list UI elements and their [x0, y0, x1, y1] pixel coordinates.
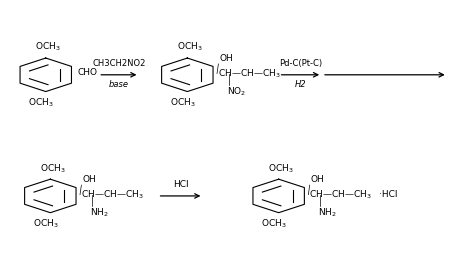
- Text: ·HCl: ·HCl: [379, 190, 397, 199]
- Text: CH—CH—CH$_3$: CH—CH—CH$_3$: [81, 188, 144, 201]
- Text: OH: OH: [219, 54, 233, 63]
- Text: HCl: HCl: [173, 180, 188, 189]
- Text: OH: OH: [82, 175, 96, 184]
- Text: OCH$_3$: OCH$_3$: [268, 162, 294, 175]
- Text: Pd-C(Pt-C): Pd-C(Pt-C): [279, 59, 322, 68]
- Text: CH—CH—CH$_3$: CH—CH—CH$_3$: [218, 67, 281, 80]
- Text: NH$_2$: NH$_2$: [318, 207, 337, 219]
- Text: OCH$_3$: OCH$_3$: [33, 217, 59, 230]
- Text: NO$_2$: NO$_2$: [227, 86, 247, 98]
- Text: OCH$_3$: OCH$_3$: [28, 96, 54, 109]
- Text: CH—CH—CH$_3$: CH—CH—CH$_3$: [309, 188, 372, 201]
- Text: OCH$_3$: OCH$_3$: [40, 162, 65, 175]
- Text: CH3CH2NO2: CH3CH2NO2: [92, 59, 145, 68]
- Text: base: base: [109, 80, 129, 89]
- Text: OH: OH: [311, 175, 324, 184]
- Text: H2: H2: [295, 80, 306, 89]
- Text: NH$_2$: NH$_2$: [90, 207, 109, 219]
- Text: CHO: CHO: [78, 68, 98, 77]
- Text: OCH$_3$: OCH$_3$: [35, 41, 61, 53]
- Text: OCH$_3$: OCH$_3$: [170, 96, 196, 109]
- Text: OCH$_3$: OCH$_3$: [261, 217, 287, 230]
- Text: OCH$_3$: OCH$_3$: [177, 41, 202, 53]
